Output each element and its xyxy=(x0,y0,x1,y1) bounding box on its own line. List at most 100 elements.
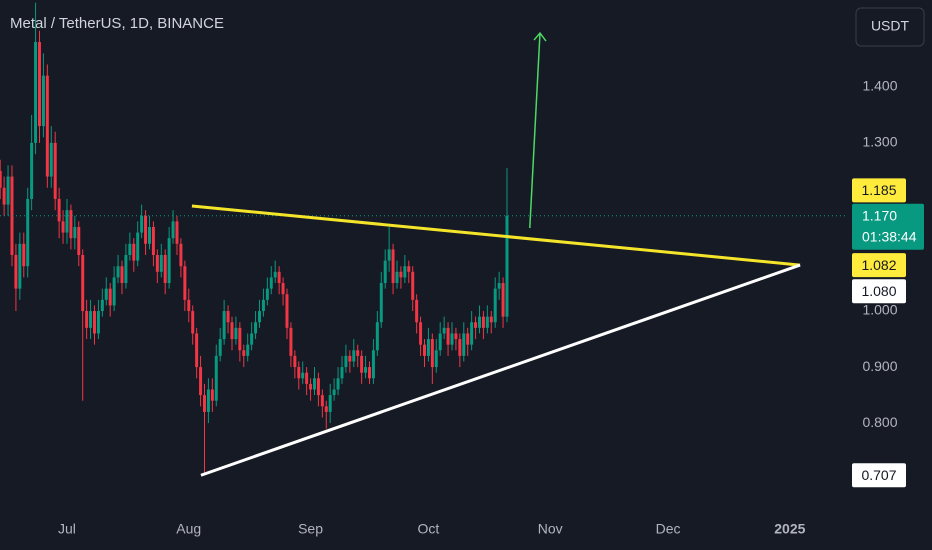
candle-body xyxy=(112,277,116,306)
x-tick-label: Jul xyxy=(58,521,76,537)
candle-body xyxy=(10,176,14,255)
candle-body xyxy=(100,299,104,312)
candle-body xyxy=(371,350,375,379)
candle-body xyxy=(116,266,120,278)
candle-body xyxy=(442,327,446,334)
candle-body xyxy=(206,389,210,412)
candle-body xyxy=(77,226,81,255)
candle-body xyxy=(336,378,340,390)
candle-body xyxy=(430,339,434,368)
candle-body xyxy=(30,142,34,199)
candle-body xyxy=(120,266,124,284)
candle-body xyxy=(167,238,171,284)
candle-body xyxy=(375,322,379,351)
candle-body xyxy=(92,311,96,334)
candle-body xyxy=(395,271,399,284)
candle-body xyxy=(41,75,45,127)
chart-title: Metal / TetherUS, 1D, BINANCE xyxy=(10,15,224,32)
candle-body xyxy=(96,311,100,334)
candle-body xyxy=(485,316,489,328)
price-label-box xyxy=(852,279,906,304)
candle-body xyxy=(132,243,136,261)
currency-button[interactable] xyxy=(855,7,925,47)
candle-body xyxy=(18,243,22,289)
candle-body xyxy=(254,322,258,334)
candle-body xyxy=(387,249,391,261)
candle-body xyxy=(191,311,195,334)
candle-body xyxy=(104,288,108,300)
y-tick-label: 0.800 xyxy=(862,414,897,430)
candle-body xyxy=(128,243,132,255)
candle-body xyxy=(411,271,415,300)
price-label: 1.080 xyxy=(861,283,896,299)
candle-body xyxy=(305,372,309,384)
candle-body xyxy=(450,333,454,345)
y-tick-label: 1.300 xyxy=(862,134,897,150)
candle-body xyxy=(242,350,246,356)
candle-body xyxy=(481,316,485,328)
candle-body xyxy=(391,249,395,284)
candle-body xyxy=(144,215,148,244)
candle-body xyxy=(210,389,214,401)
candle-body xyxy=(53,142,57,199)
candle-body xyxy=(175,221,179,244)
candle-body xyxy=(277,271,281,284)
y-tick-label: 1.000 xyxy=(862,302,897,318)
candle-body xyxy=(108,288,112,306)
candle-body xyxy=(234,327,238,340)
candle-body xyxy=(187,299,191,312)
candle-body xyxy=(230,322,234,340)
candle-body xyxy=(438,333,442,351)
candle-body xyxy=(195,333,199,368)
candle-body xyxy=(214,355,218,401)
candle-body xyxy=(22,243,26,267)
candle-body xyxy=(367,367,371,379)
candle-body xyxy=(45,75,49,177)
countdown-label: 01:38:44 xyxy=(862,228,917,244)
price-label: 0.707 xyxy=(861,467,896,483)
trendline xyxy=(200,263,801,477)
candle-body xyxy=(316,378,320,396)
x-tick-label: Aug xyxy=(176,521,201,537)
candle-body xyxy=(505,215,509,317)
candle-body xyxy=(426,339,430,356)
candle-body xyxy=(269,277,273,289)
candle-body xyxy=(61,221,65,233)
price-label-box xyxy=(852,253,906,278)
candle-body xyxy=(320,395,324,407)
candle-body xyxy=(34,42,38,143)
candle-body xyxy=(454,333,458,340)
y-tick-label: 0.900 xyxy=(862,358,897,374)
candle-body xyxy=(37,42,41,127)
candle-body xyxy=(340,367,344,379)
candle-body xyxy=(171,221,175,239)
candle-body xyxy=(246,344,250,356)
candle-body xyxy=(2,187,6,205)
candle-body xyxy=(265,288,269,300)
candle-body xyxy=(6,176,10,205)
candle-body xyxy=(419,322,423,345)
candle-body xyxy=(89,311,93,328)
candle-body xyxy=(293,355,297,368)
candle-body xyxy=(151,226,155,255)
candle-body xyxy=(501,283,505,317)
price-label-box xyxy=(852,463,906,488)
candle-body xyxy=(155,255,159,272)
currency-label[interactable]: USDT xyxy=(871,18,910,34)
candle-body xyxy=(14,255,18,289)
candle-body xyxy=(434,350,438,368)
candle-body xyxy=(446,327,450,345)
candle-body xyxy=(199,367,203,396)
candle-body xyxy=(226,311,230,323)
candle-body xyxy=(73,226,77,239)
candle-body xyxy=(407,266,411,272)
x-tick-label: Oct xyxy=(418,521,440,537)
candle-body xyxy=(328,395,332,412)
candle-body xyxy=(489,316,493,323)
candle-body xyxy=(312,378,316,390)
candle-body xyxy=(332,389,336,396)
candle-body xyxy=(301,372,305,379)
candle-body xyxy=(49,142,53,177)
candle-body xyxy=(497,283,501,289)
